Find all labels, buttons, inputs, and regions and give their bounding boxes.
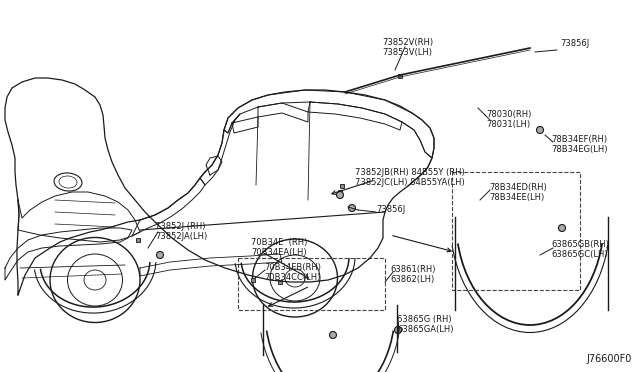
Text: 63865G (RH)
63865GA(LH): 63865G (RH) 63865GA(LH) bbox=[397, 315, 454, 334]
Bar bbox=[238, 258, 385, 310]
Circle shape bbox=[330, 331, 337, 339]
Text: 63865GB(RH)
63865GC(LH): 63865GB(RH) 63865GC(LH) bbox=[551, 240, 609, 259]
Circle shape bbox=[157, 251, 163, 259]
Text: 73856J: 73856J bbox=[376, 205, 405, 215]
Circle shape bbox=[536, 126, 543, 134]
Bar bbox=[338, 190, 342, 194]
Text: 78B34ED(RH)
78B34EE(LH): 78B34ED(RH) 78B34EE(LH) bbox=[489, 183, 547, 202]
Text: 73852JB(RH) 84B55Y (RH)
73852JC(LH) 84B55YA(LH): 73852JB(RH) 84B55Y (RH) 73852JC(LH) 84B5… bbox=[355, 168, 465, 187]
Text: 70B34E  (RH)
70B34EA(LH): 70B34E (RH) 70B34EA(LH) bbox=[251, 238, 307, 257]
Circle shape bbox=[337, 192, 344, 199]
Text: 70B34EB(RH)
70B34CC(LH): 70B34EB(RH) 70B34CC(LH) bbox=[264, 263, 321, 282]
Text: 78B34EF(RH)
78B34EG(LH): 78B34EF(RH) 78B34EG(LH) bbox=[551, 135, 607, 154]
Text: 73852J (RH)
73852JA(LH): 73852J (RH) 73852JA(LH) bbox=[155, 222, 207, 241]
Circle shape bbox=[349, 205, 355, 212]
Text: 73856J: 73856J bbox=[560, 39, 589, 48]
Text: 73852V(RH)
73853V(LH): 73852V(RH) 73853V(LH) bbox=[382, 38, 433, 57]
Text: J76600F0: J76600F0 bbox=[587, 354, 632, 364]
Text: 63861(RH)
63862(LH): 63861(RH) 63862(LH) bbox=[390, 265, 435, 285]
Bar bbox=[452, 172, 580, 290]
Bar bbox=[278, 280, 282, 284]
Circle shape bbox=[559, 224, 566, 231]
Bar bbox=[340, 184, 344, 188]
Bar bbox=[398, 74, 402, 78]
Bar bbox=[136, 238, 140, 242]
Circle shape bbox=[394, 327, 401, 334]
Bar bbox=[251, 278, 255, 282]
Text: 78030(RH)
78031(LH): 78030(RH) 78031(LH) bbox=[486, 110, 531, 129]
